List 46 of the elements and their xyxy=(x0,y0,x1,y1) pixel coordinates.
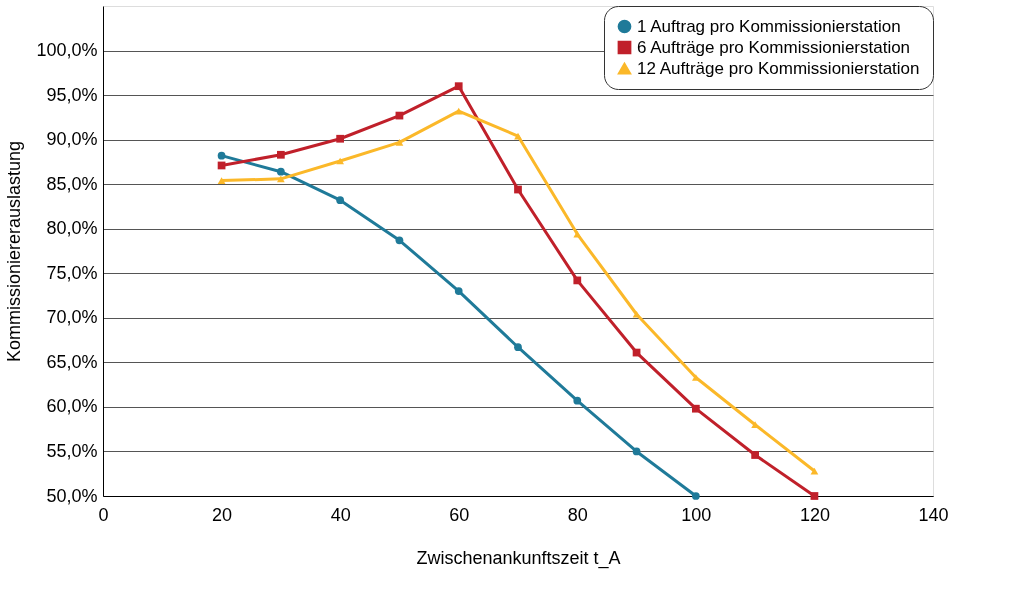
point xyxy=(810,492,819,500)
point xyxy=(217,151,226,160)
y-tick-label: 80,0% xyxy=(46,218,98,239)
y-tick-label: 90,0% xyxy=(46,129,98,150)
y-tick-label: 85,0% xyxy=(46,173,98,194)
point xyxy=(573,276,582,285)
y-axis-title: Kommissioniererauslastung xyxy=(4,140,25,363)
point xyxy=(395,138,404,146)
legend-label: 6 Aufträge pro Kommissionierstation xyxy=(637,37,911,57)
point xyxy=(276,150,285,159)
point xyxy=(691,492,700,500)
y-tick-label: 55,0% xyxy=(46,440,98,461)
point xyxy=(573,396,582,405)
y-tick-label: 65,0% xyxy=(46,351,98,372)
point xyxy=(217,177,226,184)
point xyxy=(454,287,463,295)
point xyxy=(691,404,700,413)
y-tick-label: 75,0% xyxy=(46,262,98,283)
x-tick-label: 0 xyxy=(98,504,109,525)
y-tick-label: 100,0% xyxy=(36,40,98,61)
y-tick-label: 50,0% xyxy=(46,485,98,506)
point xyxy=(632,447,641,456)
x-tick-label: 20 xyxy=(212,504,233,525)
legend-label: 12 Aufträge pro Kommissionierstation xyxy=(637,58,920,78)
x-axis-title: Zwischenankunftszeit t_A xyxy=(416,547,621,569)
point xyxy=(276,175,285,183)
point xyxy=(632,310,641,318)
point xyxy=(514,185,522,194)
point xyxy=(514,343,522,352)
point xyxy=(336,196,345,205)
point xyxy=(454,82,463,91)
x-tick-label: 80 xyxy=(567,504,588,525)
x-tick-label: 120 xyxy=(799,504,830,525)
point xyxy=(336,157,345,165)
legend-label: 1 Auftrag pro Kommissionierstation xyxy=(637,16,901,36)
x-tick-label: 40 xyxy=(330,504,351,525)
x-tick-label: 140 xyxy=(918,504,949,525)
x-tick-label: 100 xyxy=(681,504,712,525)
y-tick-label: 60,0% xyxy=(46,396,98,417)
point xyxy=(276,167,285,176)
point xyxy=(395,236,404,245)
point xyxy=(336,134,345,143)
y-tick-label: 95,0% xyxy=(46,84,98,105)
y-tick-label: 70,0% xyxy=(46,307,98,328)
x-tick-label: 60 xyxy=(449,504,470,525)
point xyxy=(751,451,760,459)
